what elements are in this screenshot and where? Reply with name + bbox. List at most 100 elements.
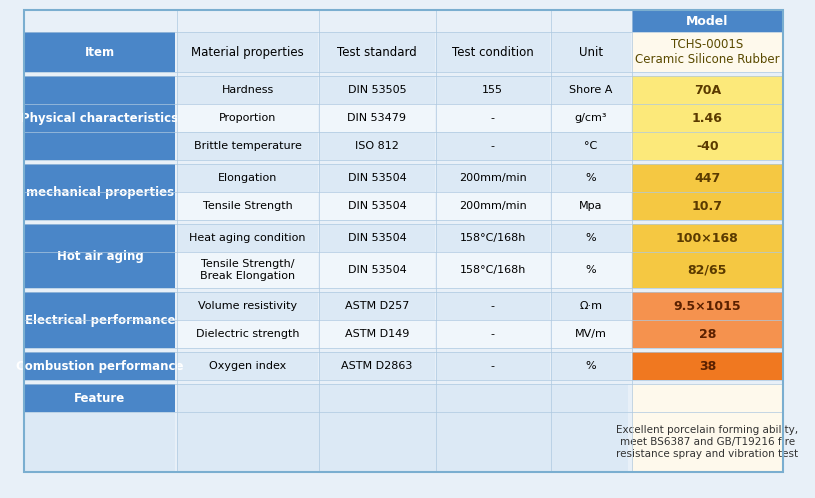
Bar: [319, 76, 434, 104]
Bar: [436, 320, 549, 348]
Bar: [436, 252, 549, 288]
Text: DIN 53504: DIN 53504: [347, 233, 406, 243]
Bar: [319, 104, 434, 132]
Text: Material properties: Material properties: [192, 45, 304, 58]
Bar: [24, 384, 175, 412]
Bar: [550, 104, 631, 132]
Bar: [319, 252, 434, 288]
Text: Dielectric strength: Dielectric strength: [196, 329, 299, 339]
Bar: [550, 320, 631, 348]
Text: Hardness: Hardness: [222, 85, 274, 95]
Bar: [436, 192, 549, 220]
Bar: [632, 412, 783, 472]
Bar: [178, 384, 628, 412]
Text: g/cm³: g/cm³: [575, 113, 607, 123]
Text: Ω·m: Ω·m: [579, 301, 602, 311]
Bar: [319, 320, 434, 348]
Bar: [550, 132, 631, 160]
Bar: [550, 224, 631, 252]
Text: 158°C/168h: 158°C/168h: [460, 233, 526, 243]
Text: DIN 53479: DIN 53479: [347, 113, 407, 123]
Text: Volume resistivity: Volume resistivity: [198, 301, 297, 311]
Bar: [178, 32, 318, 72]
Text: Heat aging condition: Heat aging condition: [189, 233, 306, 243]
Bar: [319, 32, 434, 72]
Text: ASTM D2863: ASTM D2863: [341, 361, 412, 371]
Bar: [178, 352, 318, 380]
Bar: [178, 320, 318, 348]
Text: Elongation: Elongation: [218, 173, 277, 183]
Text: %: %: [585, 173, 596, 183]
Text: %: %: [585, 233, 596, 243]
Bar: [178, 224, 318, 252]
Bar: [632, 164, 783, 192]
Text: 100×168: 100×168: [676, 232, 738, 245]
Text: -40: -40: [696, 139, 719, 152]
Bar: [24, 72, 778, 76]
Bar: [178, 76, 318, 104]
Bar: [24, 76, 175, 160]
Text: Test standard: Test standard: [337, 45, 416, 58]
Bar: [550, 10, 631, 32]
Text: 1.46: 1.46: [692, 112, 723, 124]
Bar: [178, 412, 628, 472]
Bar: [436, 104, 549, 132]
Bar: [632, 10, 783, 32]
Text: 38: 38: [698, 360, 716, 373]
Text: Brittle temperature: Brittle temperature: [194, 141, 302, 151]
Bar: [24, 292, 175, 348]
Text: ASTM D257: ASTM D257: [345, 301, 409, 311]
Bar: [436, 292, 549, 320]
Bar: [436, 10, 549, 32]
Bar: [436, 76, 549, 104]
Bar: [436, 164, 549, 192]
Text: %: %: [585, 265, 596, 275]
Text: MV/m: MV/m: [575, 329, 606, 339]
Bar: [178, 10, 318, 32]
Text: Combustion performance: Combustion performance: [16, 360, 183, 373]
Text: Item: Item: [85, 45, 115, 58]
Text: 447: 447: [694, 171, 720, 184]
Bar: [632, 352, 783, 380]
Bar: [24, 380, 778, 384]
Bar: [632, 384, 783, 412]
Bar: [319, 192, 434, 220]
Bar: [632, 76, 783, 104]
Bar: [319, 292, 434, 320]
Text: Oxygen index: Oxygen index: [209, 361, 286, 371]
Bar: [24, 352, 175, 380]
Bar: [24, 220, 778, 224]
Text: DIN 53504: DIN 53504: [347, 201, 406, 211]
Bar: [24, 160, 778, 164]
Bar: [24, 164, 175, 220]
Bar: [24, 348, 778, 352]
Text: Proportion: Proportion: [219, 113, 276, 123]
Bar: [436, 352, 549, 380]
Text: TCHS-0001S
Ceramic Silicone Rubber: TCHS-0001S Ceramic Silicone Rubber: [635, 38, 780, 66]
Text: -: -: [491, 141, 495, 151]
Bar: [178, 132, 318, 160]
Text: DIN 53504: DIN 53504: [347, 173, 406, 183]
Bar: [632, 192, 783, 220]
Text: DIN 53504: DIN 53504: [347, 265, 406, 275]
Bar: [632, 132, 783, 160]
Bar: [550, 192, 631, 220]
Text: DIN 53505: DIN 53505: [347, 85, 406, 95]
Bar: [632, 292, 783, 320]
Bar: [24, 32, 175, 72]
Bar: [319, 224, 434, 252]
Bar: [550, 252, 631, 288]
Bar: [319, 10, 434, 32]
Text: Tensile Strength/
Break Elongation: Tensile Strength/ Break Elongation: [200, 259, 295, 281]
Text: -: -: [491, 301, 495, 311]
Bar: [632, 224, 783, 252]
Bar: [24, 224, 175, 288]
Text: -: -: [491, 113, 495, 123]
Bar: [24, 288, 778, 292]
Text: Hot air aging: Hot air aging: [56, 249, 143, 262]
Bar: [319, 164, 434, 192]
Text: Electrical performance: Electrical performance: [24, 314, 175, 327]
Text: 10.7: 10.7: [692, 200, 723, 213]
Bar: [632, 104, 783, 132]
Text: 9.5×1015: 9.5×1015: [673, 299, 741, 313]
